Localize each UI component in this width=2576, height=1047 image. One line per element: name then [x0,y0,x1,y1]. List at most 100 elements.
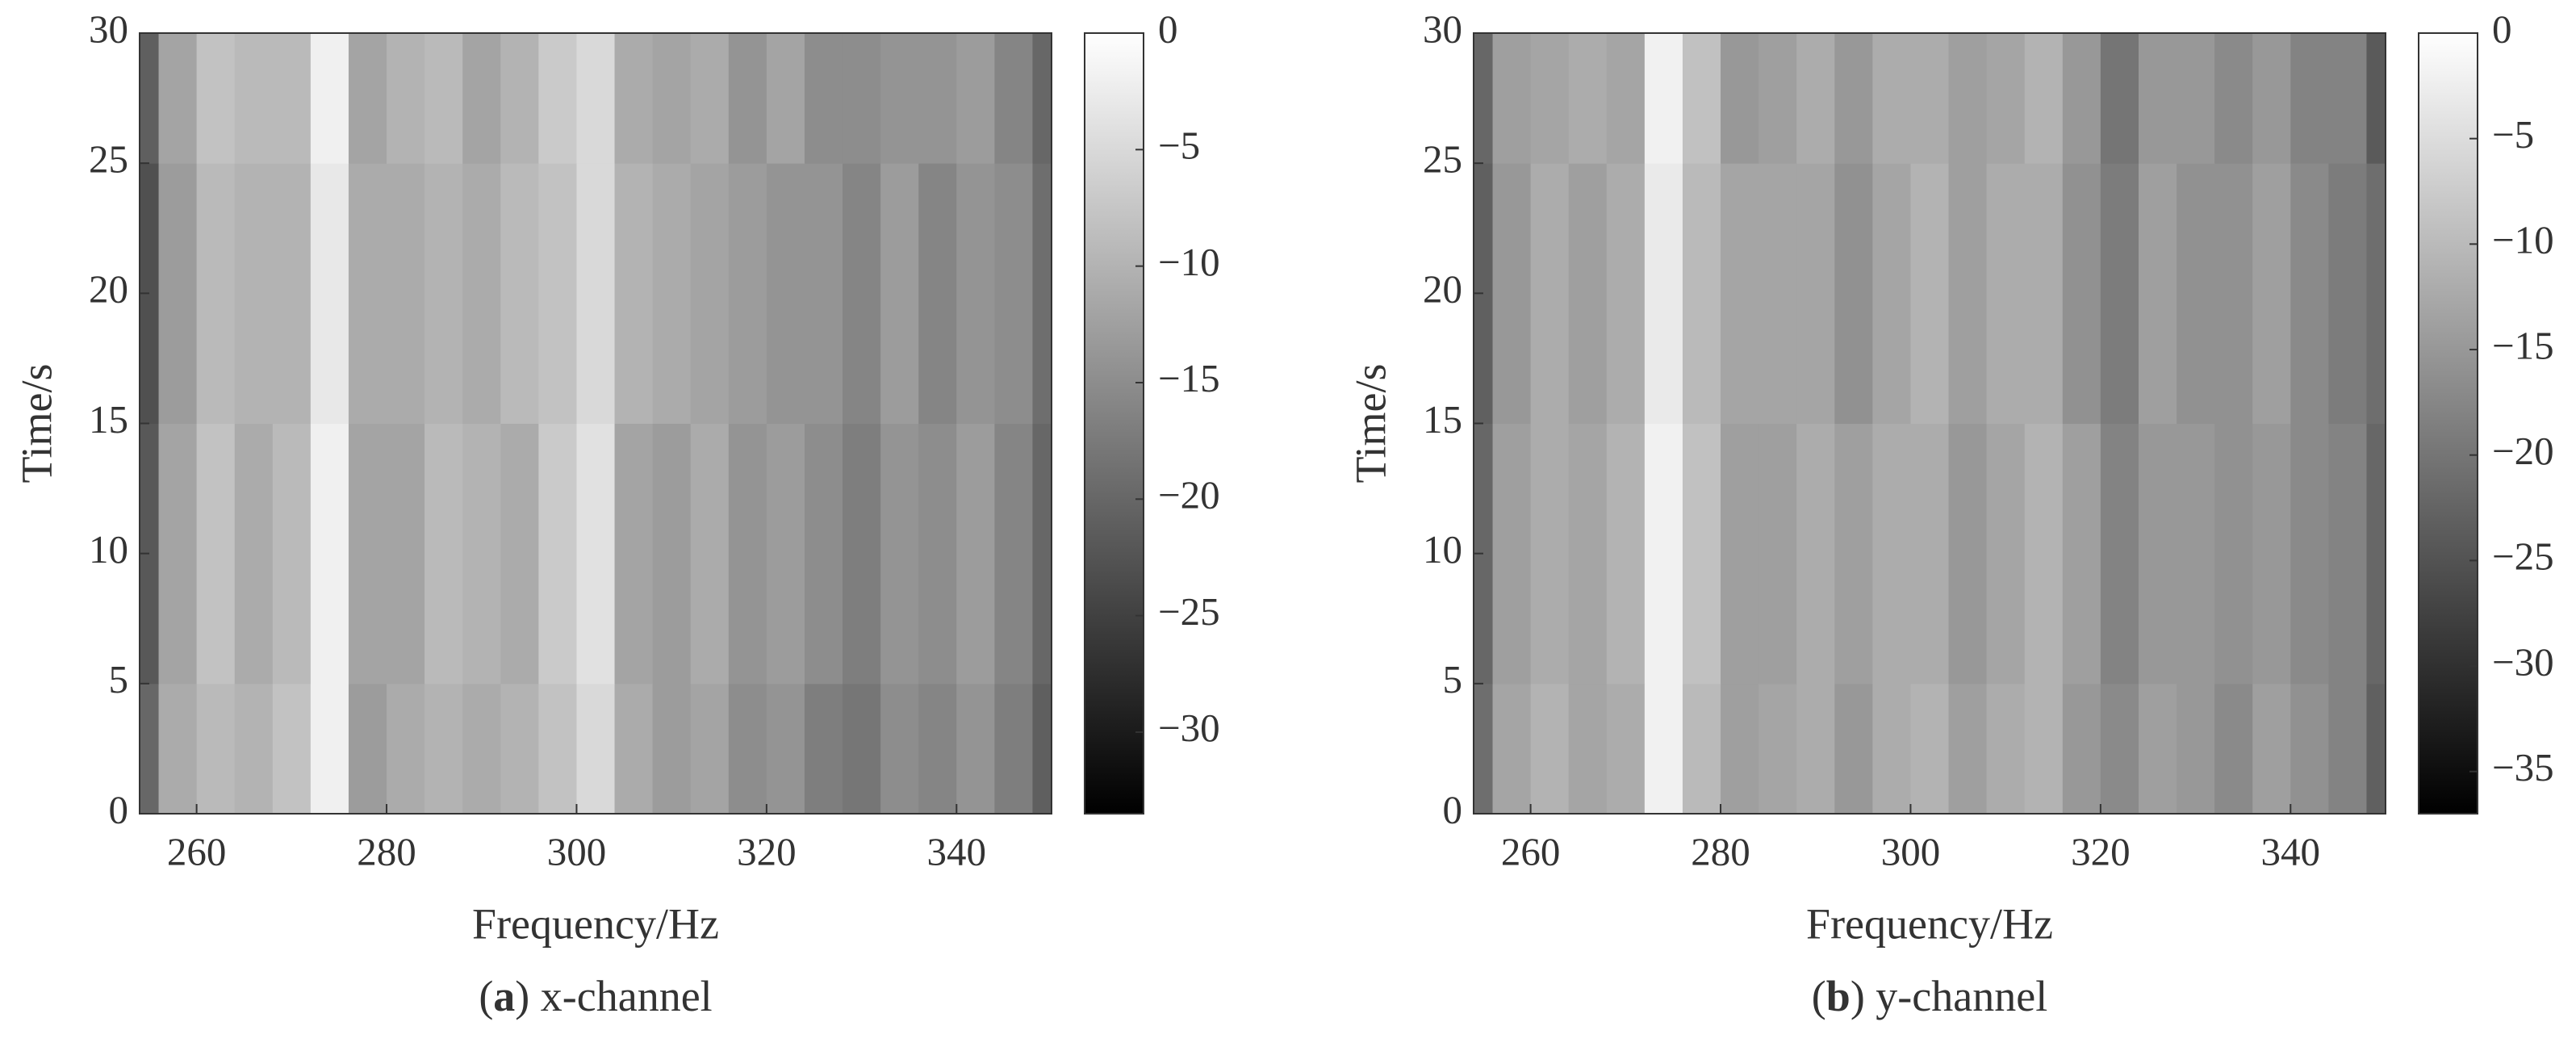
heatmap-cell [387,163,425,424]
heatmap-cell [804,423,843,685]
heatmap-cell [1758,423,1797,685]
heatmap-cell [2177,683,2215,814]
heatmap-cell [994,33,1033,164]
heatmap-cell [2328,423,2367,685]
y-tick-label: 25 [1423,136,1462,181]
heatmap-cell [387,33,425,164]
heatmap-cell [538,163,577,424]
colorbar-tick-label: −10 [1158,240,1220,284]
heatmap-cell [956,33,995,164]
heatmap-cell [348,683,387,814]
heatmap-cell [1796,683,1835,814]
heatmap-cell [158,33,198,164]
heatmap-cell [2177,423,2215,685]
x-tick-label: 280 [357,829,416,873]
heatmap-cell [1474,683,1494,814]
heatmap-cell [1682,33,1721,164]
heatmap-cell [2214,423,2253,685]
heatmap-cell [1834,163,1873,424]
heatmap-cell [387,683,425,814]
heatmap-cell [2024,423,2064,685]
x-axis-label: Frequency/Hz [1806,899,2053,948]
heatmap-cell [1606,163,1646,424]
x-tick-label: 280 [1691,829,1750,873]
heatmap-cell [2366,163,2386,424]
heatmap-cell [2366,33,2386,164]
heatmap-cell [234,33,274,164]
heatmap-cell [310,423,349,685]
heatmap-cell [766,33,805,164]
heatmap-cell [2024,33,2064,164]
heatmap-cell [234,683,274,814]
heatmap-cell [2214,683,2253,814]
heatmap-cell [2024,683,2064,814]
heatmap-cell [2138,33,2177,164]
heatmap-cell [1530,33,1570,164]
heatmap-cell [196,163,236,424]
heatmap-cell [1682,683,1721,814]
heatmap-cell [234,163,274,424]
heatmap-cell [956,683,995,814]
y-tick-label: 0 [1443,787,1463,831]
heatmap-cell [2100,683,2139,814]
heatmap-cell [690,423,730,685]
heatmap-cell [500,33,539,164]
heatmap-cell [1568,163,1608,424]
heatmap-cell [2328,163,2367,424]
heatmap-cell [462,33,501,164]
heatmap-cell [1032,423,1052,685]
heatmap-cell [1721,423,1759,685]
y-tick-label: 10 [1423,527,1462,572]
colorbar-tick-label: −20 [2492,429,2554,473]
heatmap-cell [272,683,312,814]
heatmap-cell [1758,33,1797,164]
heatmap-cell [652,423,692,685]
y-tick-label: 10 [89,527,128,572]
heatmap-cell [348,163,387,424]
colorbar-tick-label: −5 [1158,124,1200,168]
heatmap-cell [424,683,463,814]
heatmap-cell [1682,423,1721,685]
x-tick-label: 260 [1501,829,1561,873]
heatmap-cell [918,33,957,164]
heatmap-cell [1492,163,1532,424]
colorbar-tick-label: −30 [1158,706,1220,750]
x-tick-label: 340 [927,829,987,873]
heatmap-cell [614,33,654,164]
heatmap-cell [500,683,539,814]
y-tick-label: 20 [89,267,128,312]
heatmap-cell [272,33,312,164]
heatmap-cell [2290,33,2329,164]
heatmap-cell [196,423,236,685]
heatmap-cell [1834,683,1873,814]
heatmap-cell [652,683,692,814]
heatmap-cell [1568,33,1608,164]
heatmap-cell [1986,683,2026,814]
x-tick-label: 320 [737,829,797,873]
heatmap-cell [1568,423,1608,685]
x-tick-label: 300 [1881,829,1941,873]
heatmap-cell [1758,683,1797,814]
heatmap-cell [880,33,919,164]
heatmap-cell [728,33,767,164]
heatmap-cell [387,423,425,685]
heatmap-cell [1606,683,1646,814]
heatmap-cell [576,33,616,164]
heatmap-cell [728,163,767,424]
heatmap-cell [1872,33,1911,164]
heatmap-cell [2138,423,2177,685]
heatmap-cell [728,423,767,685]
heatmap-cell [2062,683,2101,814]
heatmap-cell [2138,683,2177,814]
heatmap-cell [500,163,539,424]
heatmap-cell [140,33,160,164]
x-axis-label: Frequency/Hz [472,899,719,948]
heatmap-cell [880,423,919,685]
heatmap-cell [576,423,616,685]
heatmap-cell [2366,683,2386,814]
heatmap-cell [843,163,881,424]
heatmap-cell [576,683,616,814]
colorbar-tick-label: −15 [2492,323,2554,367]
y-tick-label: 15 [1423,397,1462,442]
heatmap-cell [158,163,198,424]
